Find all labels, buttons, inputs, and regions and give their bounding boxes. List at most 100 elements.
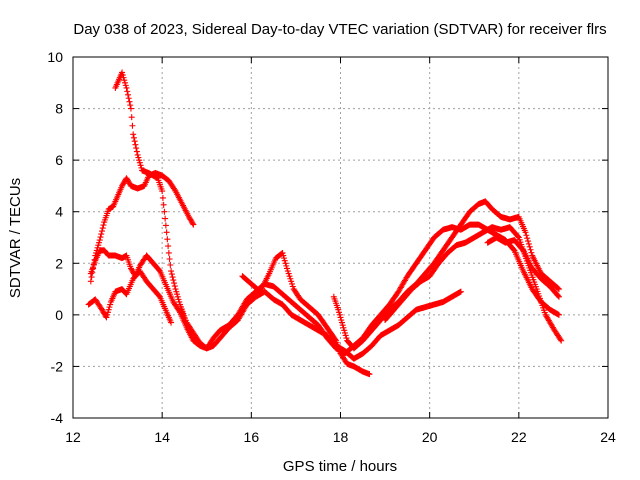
data-point xyxy=(280,252,287,259)
x-tick-label: 12 xyxy=(65,429,81,445)
data-point xyxy=(122,79,129,86)
data-point xyxy=(127,105,134,112)
x-tick-label: 14 xyxy=(154,429,170,445)
data-point xyxy=(289,283,296,290)
data-point xyxy=(163,229,170,236)
data-point xyxy=(339,322,346,329)
y-tick-label: 4 xyxy=(55,204,63,220)
y-tick-label: -2 xyxy=(51,358,64,374)
data-point xyxy=(120,74,127,81)
x-tick-label: 20 xyxy=(422,429,438,445)
data-point xyxy=(132,141,139,148)
data-point xyxy=(124,91,131,98)
data-point xyxy=(285,270,292,277)
data-point xyxy=(342,332,349,339)
data-point xyxy=(170,277,177,284)
data-point xyxy=(338,317,345,324)
data-point xyxy=(165,249,172,256)
data-point xyxy=(130,131,137,138)
data-point xyxy=(135,154,142,161)
data-point xyxy=(555,311,562,318)
data-point xyxy=(168,268,175,275)
data-point xyxy=(555,292,562,299)
data-point xyxy=(124,88,131,95)
data-point xyxy=(168,271,175,278)
data-point xyxy=(88,274,95,281)
data-point xyxy=(125,95,132,102)
data-point xyxy=(286,273,293,280)
data-markers xyxy=(85,69,565,378)
data-point xyxy=(523,232,530,239)
data-point xyxy=(98,231,105,238)
y-tick-label: 10 xyxy=(47,49,63,65)
data-point xyxy=(176,298,183,305)
data-point xyxy=(289,280,296,287)
data-point xyxy=(99,225,106,232)
y-tick-label: -4 xyxy=(51,410,64,426)
data-point xyxy=(159,194,166,201)
data-point xyxy=(524,235,531,242)
data-point xyxy=(527,246,534,253)
data-point xyxy=(162,215,169,222)
plot-frame xyxy=(72,56,609,419)
data-point xyxy=(127,102,134,109)
data-point xyxy=(119,72,126,79)
series-track-8 xyxy=(382,224,565,344)
data-point xyxy=(175,296,182,303)
data-point xyxy=(366,371,373,378)
data-point xyxy=(104,309,111,316)
data-point xyxy=(555,293,562,300)
data-point xyxy=(557,336,564,343)
data-point xyxy=(133,148,140,155)
data-point xyxy=(119,69,126,76)
series-track-4 xyxy=(85,268,175,326)
data-point xyxy=(96,237,103,244)
data-point xyxy=(171,283,178,290)
data-point xyxy=(169,274,176,281)
data-point xyxy=(96,239,103,246)
data-point xyxy=(129,122,136,129)
data-point xyxy=(104,311,111,318)
y-tick-label: 0 xyxy=(55,307,63,323)
x-axis-label: GPS time / hours xyxy=(283,458,397,475)
data-point xyxy=(457,288,464,295)
data-point xyxy=(288,278,295,285)
data-point xyxy=(106,304,113,311)
data-point xyxy=(341,327,348,334)
data-point xyxy=(131,138,138,145)
data-point xyxy=(189,220,196,227)
data-point xyxy=(159,188,166,195)
data-point xyxy=(136,159,143,166)
series-track-7 xyxy=(330,198,562,352)
data-point xyxy=(528,249,535,256)
data-point xyxy=(172,286,179,293)
x-tick-label: 16 xyxy=(244,429,260,445)
y-tick-label: 2 xyxy=(55,255,63,271)
y-tick-label: 8 xyxy=(55,101,63,117)
data-point xyxy=(134,151,141,158)
data-point xyxy=(343,335,350,342)
data-point xyxy=(95,242,102,249)
data-point xyxy=(335,306,342,313)
data-point xyxy=(336,311,343,318)
data-point xyxy=(166,255,173,262)
data-point xyxy=(171,280,178,287)
data-point xyxy=(515,233,522,240)
data-point xyxy=(332,336,339,343)
data-point xyxy=(164,236,171,243)
data-point xyxy=(522,229,529,236)
data-point xyxy=(105,306,112,313)
data-point xyxy=(100,222,107,229)
data-point xyxy=(281,257,288,264)
data-point xyxy=(98,228,105,235)
x-tick-label: 18 xyxy=(333,429,349,445)
data-point xyxy=(97,234,104,241)
chart-title: Day 038 of 2023, Sidereal Day-to-day VTE… xyxy=(73,21,606,38)
data-point xyxy=(287,275,294,282)
data-point xyxy=(336,309,343,316)
series-track-9 xyxy=(484,234,562,300)
data-point xyxy=(284,265,290,272)
data-point xyxy=(525,238,532,245)
